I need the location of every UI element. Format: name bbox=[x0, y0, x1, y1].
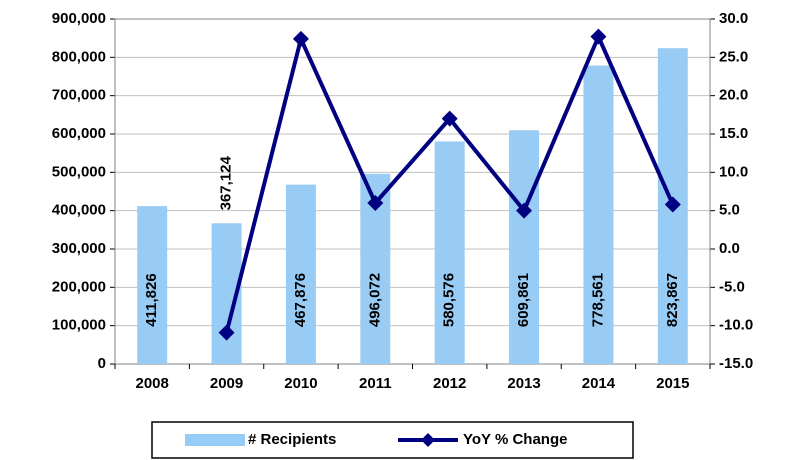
bar bbox=[285, 184, 316, 364]
y2-tick-label: 30.0 bbox=[719, 10, 748, 27]
legend: # Recipients YoY % Change bbox=[151, 421, 634, 459]
bar-value-label: 778,561 bbox=[589, 273, 606, 327]
y-tick-label: 200,000 bbox=[52, 278, 106, 295]
bar bbox=[434, 141, 465, 364]
y-tick-label: 500,000 bbox=[52, 163, 106, 180]
bar-value-label: 467,876 bbox=[292, 273, 309, 327]
y2-tick-label: 5.0 bbox=[719, 202, 740, 219]
y-tick-label: 0 bbox=[98, 355, 106, 372]
y-tick-label: 600,000 bbox=[52, 125, 106, 142]
x-tick-label: 2008 bbox=[136, 375, 169, 392]
bar-value-label: 580,576 bbox=[441, 273, 458, 327]
line-marker bbox=[218, 324, 235, 341]
x-tick-label: 2014 bbox=[582, 375, 616, 392]
y2-tick-label: 15.0 bbox=[719, 125, 748, 142]
legend-label: YoY % Change bbox=[463, 431, 567, 448]
x-tick-label: 2012 bbox=[433, 375, 466, 392]
line-marker bbox=[590, 28, 607, 45]
x-tick-label: 2009 bbox=[210, 375, 243, 392]
y2-tick-label: -10.0 bbox=[719, 317, 753, 334]
y2-tick-label: -15.0 bbox=[719, 355, 753, 372]
bar bbox=[509, 130, 540, 364]
y2-tick-label: 25.0 bbox=[719, 48, 748, 65]
y-tick-label: 300,000 bbox=[52, 240, 106, 257]
y-tick-label: 700,000 bbox=[52, 87, 106, 104]
x-tick-label: 2011 bbox=[359, 375, 392, 392]
y2-tick-label: 20.0 bbox=[719, 87, 748, 104]
legend-label: # Recipients bbox=[248, 431, 336, 448]
line-marker bbox=[664, 196, 681, 213]
x-tick-label: 2010 bbox=[284, 375, 317, 392]
y-tick-label: 900,000 bbox=[52, 10, 106, 27]
y-tick-label: 800,000 bbox=[52, 48, 106, 65]
bar bbox=[137, 206, 168, 364]
y-tick-label: 100,000 bbox=[52, 317, 106, 334]
line-marker bbox=[516, 202, 533, 219]
legend-marker bbox=[421, 433, 435, 447]
y2-tick-label: -5.0 bbox=[719, 278, 745, 295]
bar-value-label: 496,072 bbox=[366, 273, 383, 327]
y2-tick-label: 10.0 bbox=[719, 163, 748, 180]
legend-swatch bbox=[185, 434, 245, 446]
bar-value-label: 609,861 bbox=[515, 273, 532, 327]
line-marker bbox=[367, 195, 384, 211]
y-tick-label: 400,000 bbox=[52, 202, 106, 219]
bar-value-label: 367,124 bbox=[218, 156, 235, 211]
x-tick-label: 2013 bbox=[507, 375, 540, 392]
line-marker bbox=[441, 110, 458, 127]
bar-value-label: 411,826 bbox=[143, 273, 160, 326]
bar bbox=[583, 65, 614, 365]
line-marker bbox=[292, 30, 309, 47]
plot-border bbox=[114, 18, 711, 365]
x-tick-label: 2015 bbox=[656, 375, 689, 392]
bar-value-label: 823,867 bbox=[664, 273, 681, 327]
y2-tick-label: 0.0 bbox=[719, 240, 740, 257]
